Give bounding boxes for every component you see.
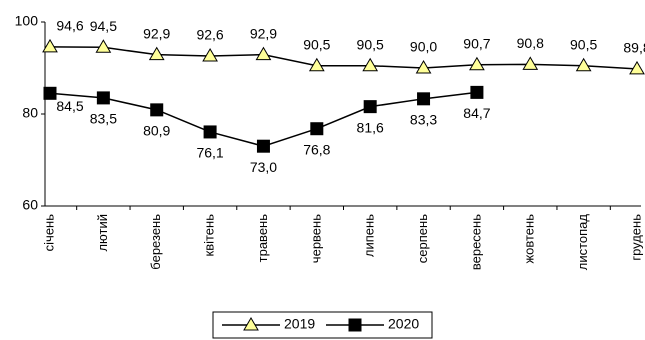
point [96,91,110,105]
x-tick-label: лютий [95,214,110,252]
x-tick-label: серпень [415,214,430,263]
legend: 2019 2020 [212,311,433,339]
point [362,57,379,72]
data-label: 92,9 [143,25,170,41]
legend-marker [243,317,259,331]
data-label: 89,8 [623,40,645,56]
y-tick-label: 60 [22,197,38,213]
x-tick-label: жовтень [522,214,537,264]
point [42,38,58,53]
data-label: 84,7 [463,105,490,121]
point [470,85,484,99]
data-label: 94,5 [90,18,117,34]
x-tick-label: грудень [628,214,643,261]
point [150,103,164,117]
point [415,60,432,74]
point [629,60,645,75]
x-tick-label: вересень [468,214,483,270]
data-label: 90,0 [410,39,437,55]
legend-label: 2019 [284,316,315,332]
data-label: 90,5 [570,36,597,52]
point [522,56,539,70]
data-label: 80,9 [143,123,170,139]
series-line [49,46,638,70]
y-tick-label: 80 [22,105,38,121]
x-tick-label: травень [255,214,270,263]
point [255,46,272,61]
point [417,92,431,106]
point [256,139,270,153]
data-label: 76,8 [303,141,330,157]
legend-marker [348,318,362,332]
data-label: 90,5 [357,36,384,52]
data-label: 76,1 [196,145,223,161]
data-label: 83,3 [410,112,437,128]
point [363,100,377,114]
data-label: 81,6 [357,119,384,135]
x-tick-label: квітень [202,214,217,257]
data-label: 83,5 [90,111,117,127]
y-tick-label: 100 [15,13,39,29]
point [575,57,592,72]
x-tick-label: листопад [575,214,590,271]
x-tick-label: липень [362,214,377,257]
x-tick-label: січень [41,214,56,252]
point [310,122,324,136]
data-label: 73,0 [250,159,277,175]
point [469,56,485,71]
x-tick-label: червень [308,214,323,263]
data-label: 94,6 [56,18,83,34]
point [308,57,325,72]
point [202,48,218,62]
point [203,125,217,139]
point [43,86,57,100]
data-label: 92,6 [196,27,223,43]
x-tick-label: березень [148,214,163,270]
data-label: 90,7 [463,35,490,51]
legend-label: 2020 [388,316,419,332]
point [95,39,112,53]
data-label: 90,5 [303,36,330,52]
data-label: 84,5 [56,98,83,114]
point [148,46,165,61]
data-label: 92,9 [250,25,277,41]
data-label: 90,8 [517,35,544,51]
